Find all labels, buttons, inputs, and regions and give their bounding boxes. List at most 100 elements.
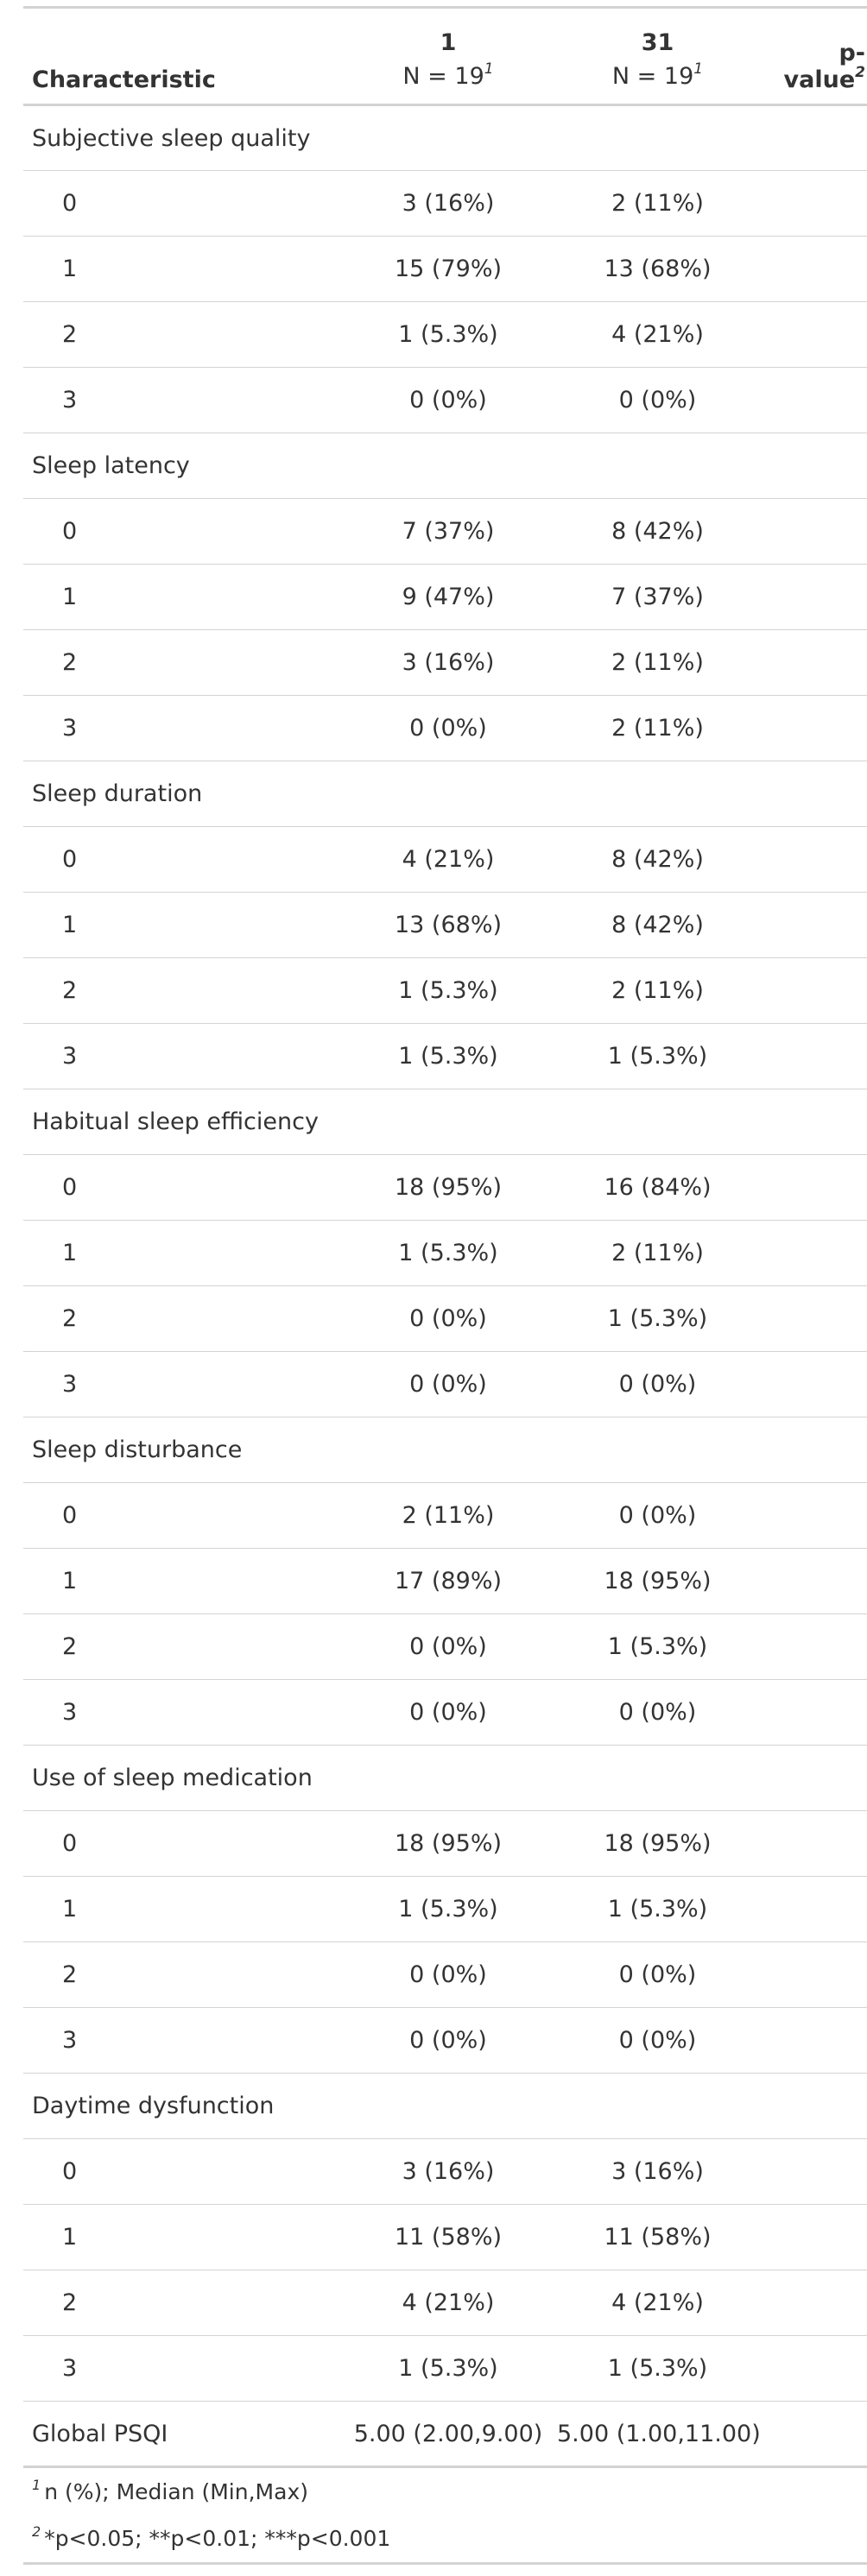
section-label: Daytime dysfunction [23, 2073, 339, 2139]
table-row: 1 11 (58%) 11 (58%) [23, 2204, 867, 2270]
value-group-1: 0 (0%) [339, 1351, 557, 1417]
level-label: 1 [23, 1548, 339, 1614]
value-group-1: 17 (89%) [339, 1548, 557, 1614]
p-value-cell [758, 1745, 867, 1811]
p-value-cell [758, 2204, 867, 2270]
level-label: 0 [23, 2138, 339, 2205]
value-group-1: 11 (58%) [339, 2204, 557, 2270]
empty-cell [339, 761, 557, 827]
p-value-cell [758, 1810, 867, 1877]
p-value-cell [758, 1351, 867, 1417]
value-group-1: 4 (21%) [339, 2270, 557, 2336]
p-value-cell [758, 2007, 867, 2074]
section-label: Sleep disturbance [23, 1417, 339, 1483]
value-group-1: 4 (21%) [339, 826, 557, 893]
p-value-cell [758, 1417, 867, 1483]
level-label: 0 [23, 170, 339, 237]
value-group-31: 11 (58%) [557, 2204, 758, 2270]
section-label: Habitual sleep efficiency [23, 1089, 339, 1155]
p-value-cell [758, 1679, 867, 1746]
value-group-31: 2 (11%) [557, 1220, 758, 1286]
value-group-31: 0 (0%) [557, 1351, 758, 1417]
level-label: 1 [23, 236, 339, 302]
p-value-cell [758, 170, 867, 237]
value-group-1: 3 (16%) [339, 629, 557, 696]
footnote-mark: 1 [484, 60, 494, 78]
section-header-row: Use of sleep medication [23, 1745, 867, 1811]
p-value-cell [758, 1089, 867, 1155]
value-group-31: 1 (5.3%) [557, 1876, 758, 1942]
table-row: 1 13 (68%) 8 (42%) [23, 892, 867, 958]
p-value-cell [758, 695, 867, 761]
value-group-31: 1 (5.3%) [557, 2335, 758, 2402]
section-label: Sleep latency [23, 432, 339, 499]
level-label: 2 [23, 1285, 339, 1352]
value-group-31: 1 (5.3%) [557, 1023, 758, 1089]
level-label: 1 [23, 1876, 339, 1942]
section-header-row: Sleep duration [23, 761, 867, 827]
level-label: 3 [23, 367, 339, 433]
value-group-31: 0 (0%) [557, 1482, 758, 1549]
empty-cell [557, 1745, 758, 1811]
footnote-mark: 2 [32, 2523, 41, 2541]
table-row: 0 18 (95%) 16 (84%) [23, 1154, 867, 1221]
p-value-cell [758, 104, 867, 171]
table-body: Subjective sleep quality 0 3 (16%) 2 (11%) 1… [23, 104, 867, 2468]
group-level: 1 [440, 29, 457, 56]
value-group-31: 7 (37%) [557, 564, 758, 630]
group-level: 31 [641, 29, 674, 56]
level-label: 2 [23, 1941, 339, 2008]
table-row: 1 17 (89%) 18 (95%) [23, 1548, 867, 1614]
footnote-text: n (%); Median (Min,Max) [44, 2478, 308, 2504]
p-value-cell [758, 564, 867, 630]
value-group-1: 0 (0%) [339, 2007, 557, 2074]
value-group-31: 2 (11%) [557, 170, 758, 237]
group-n: N = 19 [611, 63, 694, 90]
level-label: 2 [23, 957, 339, 1024]
value-group-1: 1 (5.3%) [339, 301, 557, 368]
value-group-31: 8 (42%) [557, 498, 758, 565]
footnote-row: 2 *p<0.05; **p<0.01; ***p<0.001 [23, 2515, 867, 2565]
value-group-31: 18 (95%) [557, 1548, 758, 1614]
summary-value-group-31: 5.00 (1.00,11.00) [557, 2401, 761, 2468]
p-value-cell [758, 367, 867, 433]
value-group-31: 2 (11%) [557, 695, 758, 761]
level-label: 2 [23, 301, 339, 368]
table-row: 1 15 (79%) 13 (68%) [23, 236, 867, 302]
value-group-1: 13 (68%) [339, 892, 557, 958]
summary-row: Global PSQI 5.00 (2.00,9.00) 5.00 (1.00,11… [23, 2401, 867, 2468]
empty-cell [557, 432, 758, 499]
summary-value-group-1: 5.00 (2.00,9.00) [339, 2401, 557, 2468]
empty-cell [339, 432, 557, 499]
section-label: Subjective sleep quality [23, 104, 339, 171]
value-group-1: 0 (0%) [339, 367, 557, 433]
value-group-1: 0 (0%) [339, 695, 557, 761]
section-header-row: Daytime dysfunction [23, 2073, 867, 2139]
p-value-cell [758, 1023, 867, 1089]
empty-cell [339, 2073, 557, 2139]
value-group-31: 8 (42%) [557, 826, 758, 893]
value-group-1: 3 (16%) [339, 170, 557, 237]
value-group-1: 7 (37%) [339, 498, 557, 565]
level-label: 0 [23, 826, 339, 893]
p-value-cell [758, 957, 867, 1024]
empty-cell [557, 1089, 758, 1155]
level-label: 2 [23, 629, 339, 696]
p-value-cell [758, 1154, 867, 1221]
group-n: N = 19 [402, 63, 484, 90]
p-value-cell [758, 2138, 867, 2205]
empty-cell [339, 1745, 557, 1811]
level-label: 0 [23, 1482, 339, 1549]
footnote-mark: 2 [855, 64, 865, 81]
value-group-31: 0 (0%) [557, 1679, 758, 1746]
value-group-31: 0 (0%) [557, 2007, 758, 2074]
